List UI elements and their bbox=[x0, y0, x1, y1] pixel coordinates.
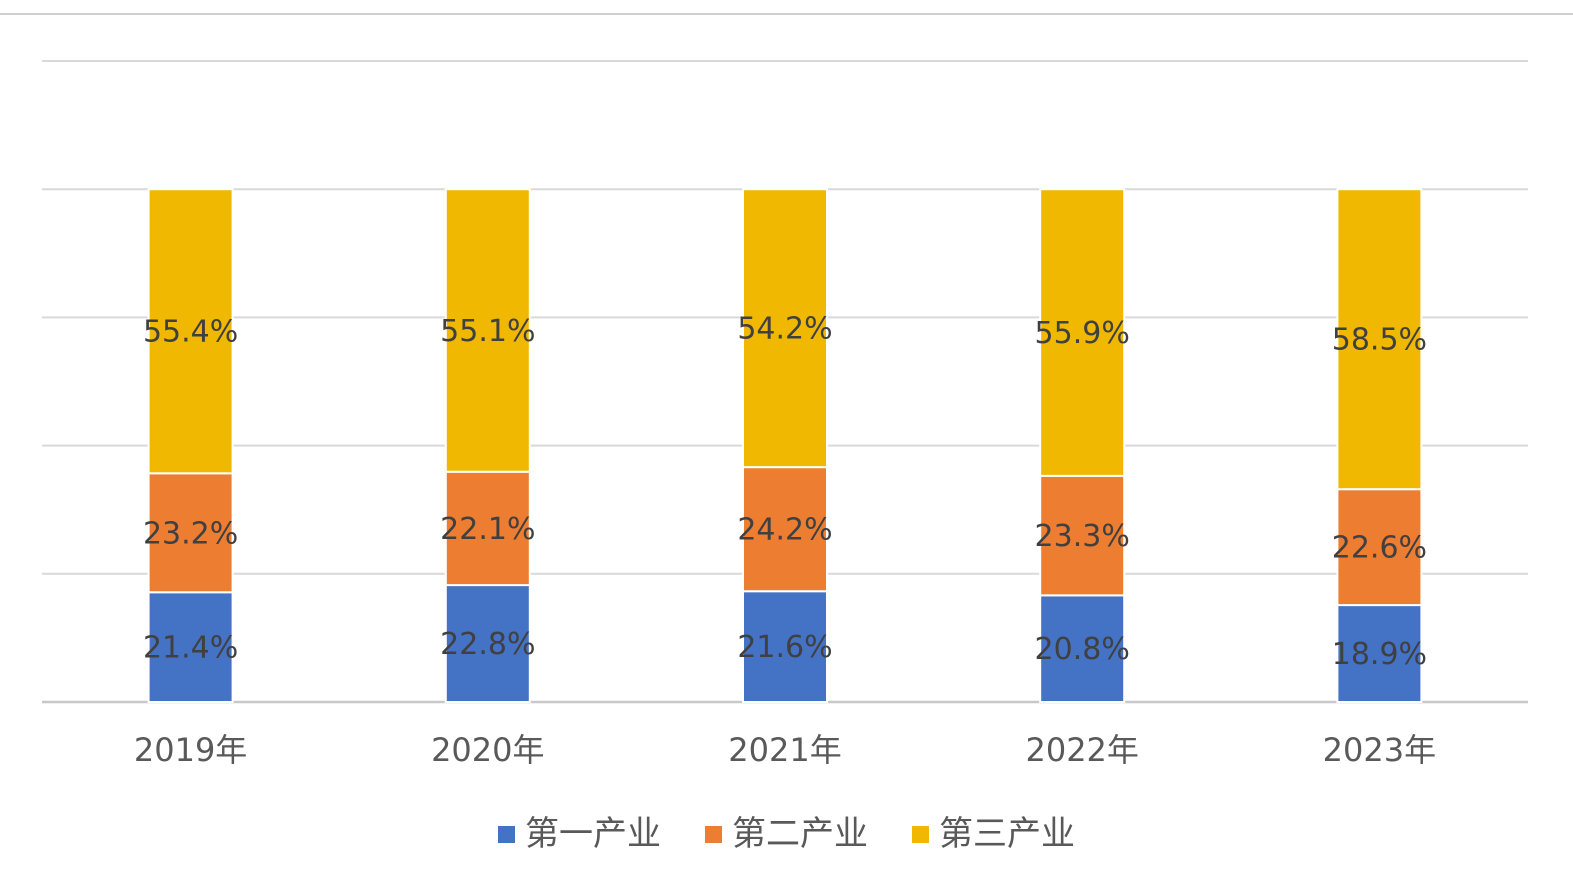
bar-segment-1-2021年 bbox=[742, 590, 828, 704]
x-tick-label: 2019年 bbox=[134, 731, 247, 769]
bar-segment-1-2022年 bbox=[1039, 594, 1126, 703]
x-tick-label: 2021年 bbox=[728, 731, 841, 769]
data-label: 21.4% bbox=[143, 631, 238, 666]
data-label: 23.3% bbox=[1035, 519, 1130, 554]
x-axis-ticks: 2019年 2020年 2021年 2022年 2023年 bbox=[134, 731, 1436, 769]
data-label: 22.6% bbox=[1332, 531, 1427, 566]
data-label: 18.9% bbox=[1332, 637, 1427, 672]
x-tick-label: 2022年 bbox=[1025, 731, 1138, 769]
legend-label: 第二产业 bbox=[732, 814, 868, 854]
bar-segment-2-2023年 bbox=[1336, 488, 1423, 607]
data-label: 20.8% bbox=[1035, 632, 1130, 667]
bar-segment-1-2019年 bbox=[147, 591, 234, 703]
data-label: 55.9% bbox=[1035, 316, 1130, 351]
bar-segment-1-2020年 bbox=[444, 584, 531, 704]
data-label: 22.1% bbox=[440, 512, 535, 547]
data-label: 54.2% bbox=[737, 312, 832, 347]
bar-segment-2-2021年 bbox=[742, 466, 828, 593]
bar-segment-3-2019年 bbox=[147, 188, 234, 475]
legend-item-tertiary: 第三产业 bbox=[912, 812, 1075, 856]
data-label: 21.6% bbox=[737, 630, 832, 665]
data-label: 23.2% bbox=[143, 516, 238, 551]
bar-segment-2-2022年 bbox=[1039, 474, 1126, 597]
x-tick-label: 2023年 bbox=[1323, 731, 1436, 769]
legend: 第一产业 第二产业 第三产业 bbox=[0, 812, 1573, 856]
bar-segment-3-2021年 bbox=[742, 188, 828, 469]
bar-segment-3-2020年 bbox=[444, 188, 531, 473]
legend-label: 第一产业 bbox=[525, 814, 661, 854]
x-tick-label: 2020年 bbox=[431, 731, 544, 769]
legend-item-secondary: 第二产业 bbox=[705, 812, 868, 856]
legend-swatch bbox=[498, 825, 515, 843]
data-label: 55.4% bbox=[143, 315, 238, 350]
data-label: 55.1% bbox=[440, 314, 535, 349]
legend-swatch bbox=[912, 825, 929, 843]
bar-segment-2-2020年 bbox=[444, 470, 531, 587]
legend-swatch bbox=[705, 825, 722, 843]
data-labels: 21.4% 23.2% 55.4% 22.8% 22.1% 55.1% 21.6% 24.2%… bbox=[143, 312, 1427, 672]
bar-segment-3-2023年 bbox=[1336, 188, 1423, 491]
bar-segment-2-2019年 bbox=[147, 472, 234, 594]
bar-segment-1-2023年 bbox=[1336, 604, 1423, 704]
legend-item-primary: 第一产业 bbox=[498, 812, 661, 856]
data-label: 24.2% bbox=[737, 513, 832, 548]
bars bbox=[147, 188, 1423, 704]
data-label: 58.5% bbox=[1332, 323, 1427, 358]
bar-segment-3-2022年 bbox=[1039, 188, 1126, 477]
legend-label: 第三产业 bbox=[939, 814, 1075, 854]
data-label: 22.8% bbox=[440, 627, 535, 662]
